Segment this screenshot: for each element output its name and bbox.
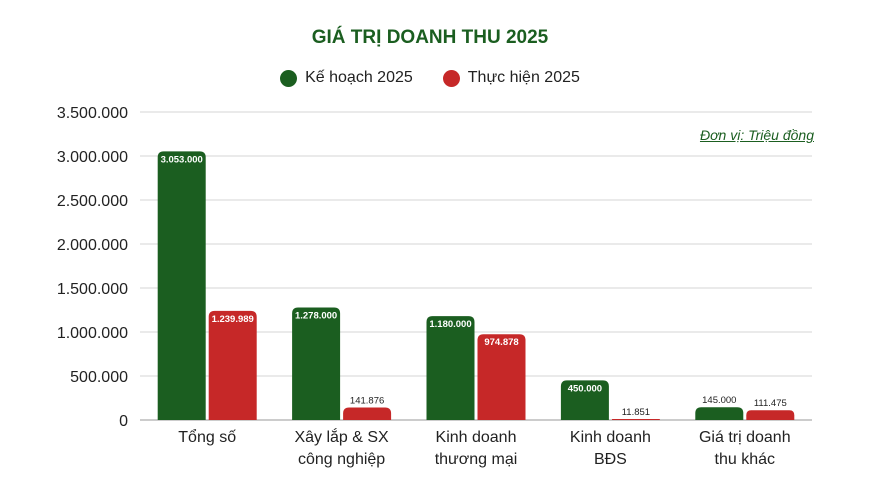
data-label: 450.000: [568, 383, 602, 394]
legend-label-ke-hoach: Kế hoạch 2025: [305, 69, 413, 86]
bar-thuc-hien[interactable]: [477, 334, 526, 420]
bar-ke-hoach[interactable]: [695, 407, 744, 420]
data-label: 1.278.000: [295, 311, 337, 322]
bar-ke-hoach[interactable]: [426, 316, 475, 420]
x-tick-label: thu khác: [715, 451, 775, 468]
data-label: 974.878: [484, 337, 518, 348]
y-tick-label: 2.000.000: [57, 237, 128, 254]
x-tick-label: công nghiệp: [298, 451, 385, 468]
x-tick-label: Kinh doanh: [436, 429, 517, 446]
y-tick-label: 2.500.000: [57, 193, 128, 210]
y-tick-label: 0: [119, 413, 128, 430]
bar-ke-hoach[interactable]: [560, 380, 609, 420]
y-tick-label: 3.500.000: [57, 105, 128, 122]
y-tick-label: 500.000: [70, 369, 128, 386]
unit-note: Đơn vị: Triệu đồng: [699, 127, 814, 143]
bar-thuc-hien[interactable]: [208, 310, 257, 420]
bar-ke-hoach[interactable]: [292, 307, 341, 420]
x-tick-label: thương mại: [435, 451, 518, 468]
data-label: 1.239.989: [212, 314, 254, 325]
y-tick-label: 3.000.000: [57, 149, 128, 166]
x-tick-label: BĐS: [594, 451, 627, 468]
legend-marker-thuc-hien: [442, 69, 460, 87]
data-label: 1.180.000: [429, 319, 471, 330]
legend-marker-ke-hoach: [280, 69, 298, 87]
x-tick-label: Kinh doanh: [570, 429, 651, 446]
x-tick-label: Tổng số: [178, 428, 236, 446]
bar-thuc-hien[interactable]: [343, 407, 392, 420]
data-label: 145.000: [702, 395, 736, 406]
data-label: 11.851: [622, 407, 650, 418]
bar-thuc-hien[interactable]: [611, 418, 660, 420]
y-tick-label: 1.000.000: [57, 325, 128, 342]
legend-label-thuc-hien: Thực hiện 2025: [467, 69, 580, 86]
y-tick-label: 1.500.000: [57, 281, 128, 298]
x-tick-label: Giá trị doanh: [699, 429, 791, 446]
chart-legend: Kế hoạch 2025 Thực hiện 2025: [0, 69, 860, 87]
legend-item-thuc-hien[interactable]: Thực hiện 2025: [442, 69, 580, 87]
chart-title: GIÁ TRỊ DOANH THU 2025: [311, 27, 549, 48]
bar-thuc-hien[interactable]: [746, 410, 795, 420]
legend-item-ke-hoach[interactable]: Kế hoạch 2025: [280, 69, 413, 87]
bar-ke-hoach[interactable]: [157, 151, 206, 420]
data-label: 111.475: [754, 398, 787, 409]
x-tick-label: Xây lắp & SX: [294, 427, 389, 446]
data-label: 3.053.000: [161, 154, 203, 165]
data-label: 141.876: [350, 396, 384, 407]
